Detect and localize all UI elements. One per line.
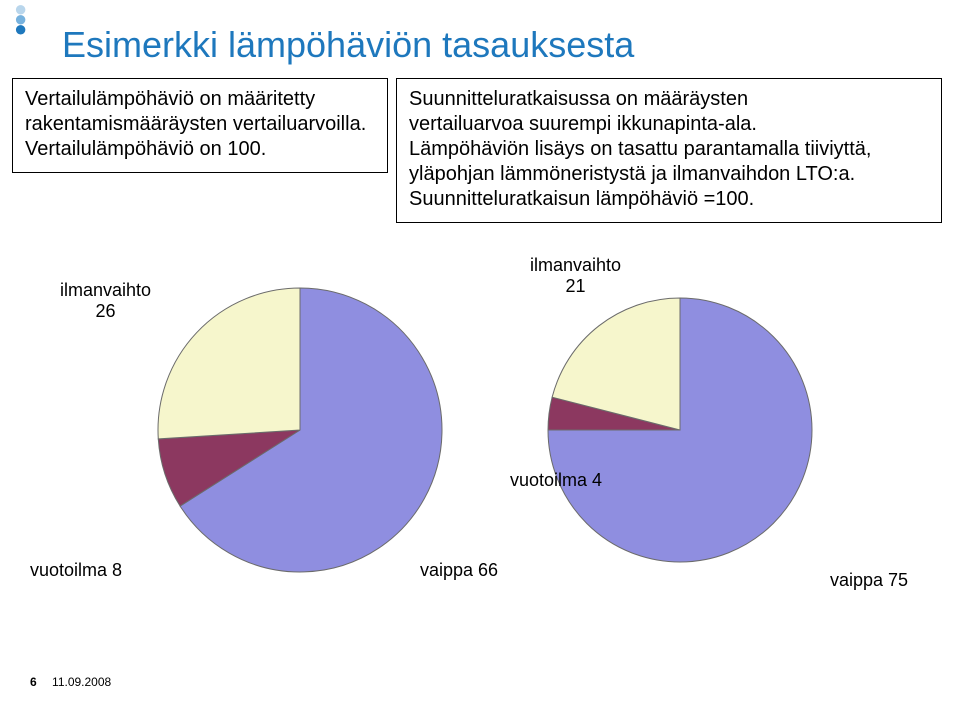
chart-label: ilmanvaihto 21 bbox=[530, 255, 621, 296]
footer-date: 11.09.2008 bbox=[52, 675, 111, 689]
chart-label: vuotoilma 8 bbox=[30, 560, 122, 581]
info-box-right-line: Suunnitteluratkaisussa on määräysten bbox=[409, 87, 929, 112]
info-box-right-line: yläpohjan lämmöneristystä ja ilmanvaihdo… bbox=[409, 162, 929, 187]
slide-bullets: ● ● ● bbox=[14, 4, 27, 34]
chart-label: vaippa 75 bbox=[830, 570, 908, 591]
info-box-left-line: Vertailulämpöhäviö on 100. bbox=[25, 137, 375, 162]
info-box-left: Vertailulämpöhäviö on määritetty rakenta… bbox=[12, 78, 388, 173]
charts-area: vaippa 66 vuotoilma 8 ilmanvaihto 26 vaippa… bbox=[0, 240, 960, 640]
footer: 6 11.09.2008 bbox=[30, 675, 111, 689]
info-box-right-line: Suunnitteluratkaisun lämpöhäviö =100. bbox=[409, 187, 929, 212]
chart-label: ilmanvaihto 26 bbox=[60, 280, 151, 321]
chart-label: vuotoilma 4 bbox=[510, 470, 602, 491]
info-box-right-line: Lämpöhäviön lisäys on tasattu parantamal… bbox=[409, 137, 929, 162]
info-box-left-line: rakentamismääräysten vertailuarvoilla. bbox=[25, 112, 375, 137]
info-box-left-line: Vertailulämpöhäviö on määritetty bbox=[25, 87, 375, 112]
page-title: Esimerkki lämpöhäviön tasauksesta bbox=[62, 24, 634, 66]
pie-slice-ilmanvaihto bbox=[158, 288, 300, 439]
chart-label: vaippa 66 bbox=[420, 560, 498, 581]
info-box-right: Suunnitteluratkaisussa on määräysten ver… bbox=[396, 78, 942, 223]
page-number: 6 bbox=[30, 675, 37, 689]
info-box-right-line: vertailuarvoa suurempi ikkunapinta-ala. bbox=[409, 112, 929, 137]
